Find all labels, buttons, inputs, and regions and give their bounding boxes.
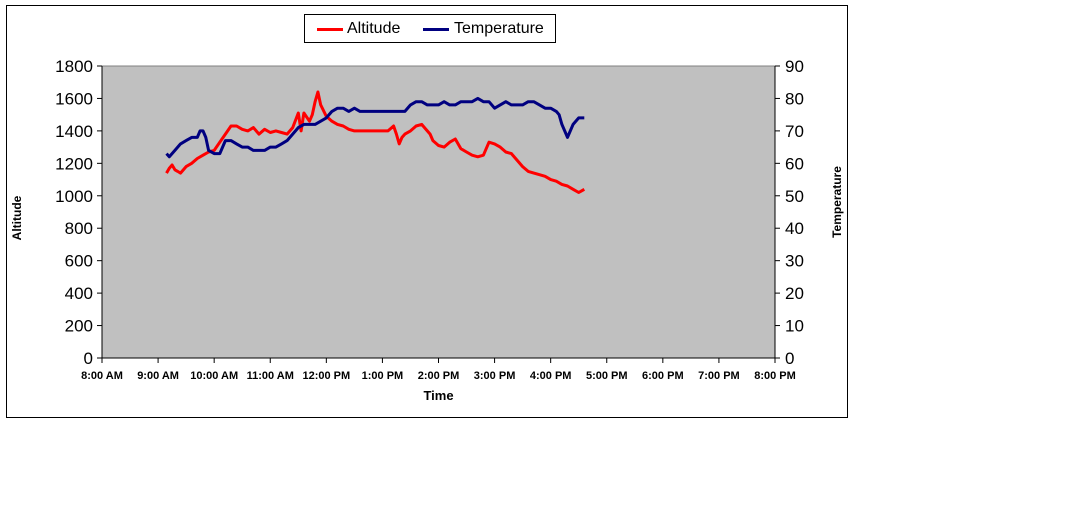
right-tick-label: 80 [785,89,804,108]
x-tick-label: 2:00 PM [418,370,460,382]
x-tick-label: 4:00 PM [530,370,572,382]
left-axis: 0 200 400 600 800 1000 1200 1400 1600 1800 [55,57,103,368]
legend-label-temperature: Temperature [454,20,544,37]
left-tick-label: 1000 [55,187,93,206]
legend-label-altitude: Altitude [347,20,401,37]
x-tick-label: 7:00 PM [698,370,740,382]
plot-area [101,65,776,359]
legend: Altitude Temperature [304,14,556,43]
y-axis-left-title: Altitude [10,195,24,240]
y-axis-right-title: Temperature [830,166,844,238]
right-tick-label: 20 [785,284,804,303]
right-tick-label: 10 [785,317,804,336]
series-line-temperature [165,96,585,159]
right-tick-label: 60 [785,154,804,173]
right-tick-label: 40 [785,219,804,238]
x-axis-title: Time [423,388,453,403]
x-tick-label: 11:00 AM [247,370,294,382]
left-tick-label: 0 [84,349,93,368]
right-tick-label: 0 [785,349,794,368]
left-tick-label: 200 [65,317,93,336]
x-tick-label: 12:00 PM [302,370,350,382]
x-tick-label: 8:00 PM [754,370,796,382]
series-layer [165,90,586,194]
right-tick-label: 30 [785,252,804,271]
left-tick-label: 400 [65,284,93,303]
x-tick-label: 1:00 PM [362,370,404,382]
legend-swatch-temperature [423,28,449,31]
left-tick-label: 600 [65,252,93,271]
x-tick-label: 6:00 PM [642,370,684,382]
left-tick-label: 800 [65,219,93,238]
left-tick-label: 1800 [55,57,93,76]
left-tick-label: 1200 [55,154,93,173]
left-tick-label: 1600 [55,89,93,108]
x-tick-label: 9:00 AM [137,370,179,382]
x-tick-label: 3:00 PM [474,370,516,382]
left-tick-label: 1400 [55,122,93,141]
right-tick-label: 90 [785,57,804,76]
right-tick-label: 70 [785,122,804,141]
x-tick-label: 8:00 AM [81,370,123,382]
x-tick-label: 10:00 AM [190,370,238,382]
right-tick-label: 50 [785,187,804,206]
series-line-altitude [165,90,586,194]
right-axis: 0 10 20 30 40 50 60 70 80 90 [774,57,804,368]
x-tick-label: 5:00 PM [586,370,628,382]
x-axis: 8:00 AM 9:00 AM 10:00 AM 11:00 AM 12:00 PM 1:… [81,357,796,382]
chart-svg: 0 200 400 600 800 1000 1200 1400 1600 1800 0 10 20 3… [10,57,844,403]
legend-swatch-altitude [317,28,343,31]
chart-frame: 0 200 400 600 800 1000 1200 1400 1600 1800 0 10 20 3… [6,5,848,418]
